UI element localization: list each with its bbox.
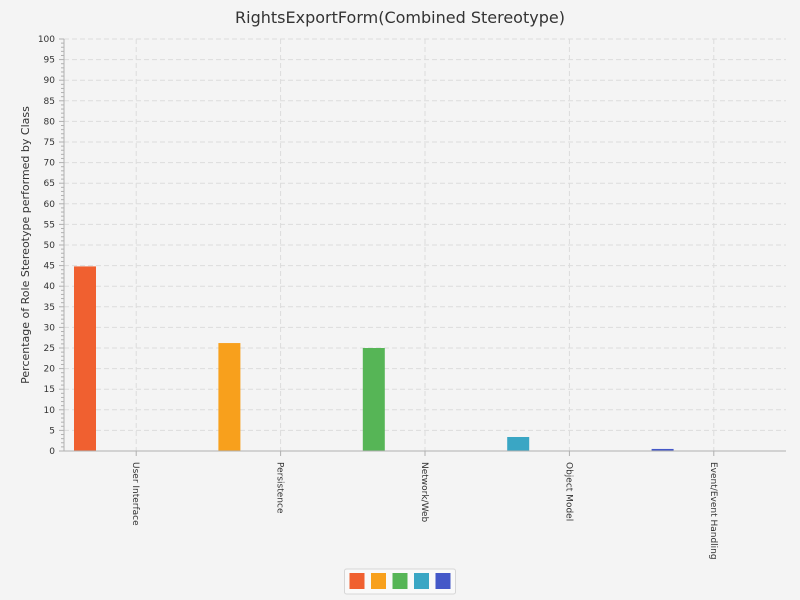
y-tick-label: 50 [44, 241, 56, 251]
gridlines [64, 38, 786, 452]
y-tick-label: 70 [44, 159, 56, 169]
y-tick-label: 20 [44, 365, 56, 375]
y-tick-label: 15 [44, 385, 55, 395]
y-tick-label: 40 [44, 282, 56, 292]
y-axis-ticks: 0 5 10 15 20 25 30 35 40 45 50 55 60 65 70 75 80 85 90 95 10… [38, 35, 64, 457]
bar [651, 448, 674, 451]
y-tick-label: 60 [44, 200, 56, 210]
bar [218, 343, 241, 451]
legend-swatch [371, 573, 386, 589]
bar [74, 266, 96, 451]
bars [74, 266, 674, 451]
chart-title: RightsExportForm(Combined Stereotype) [235, 8, 565, 27]
y-tick-label: 85 [44, 97, 55, 107]
y-tick-label: 55 [44, 220, 55, 230]
y-tick-label: 75 [44, 138, 55, 148]
y-tick-label: 100 [38, 35, 55, 45]
legend-swatch [414, 573, 429, 589]
y-tick-label: 90 [44, 76, 56, 86]
x-axis-ticks: User Interface Persistence Network/Web Obje… [130, 451, 718, 560]
bar [362, 348, 385, 451]
y-tick-label: 5 [49, 426, 55, 436]
y-tick-label: 45 [44, 262, 55, 272]
y-tick-label: 35 [44, 303, 55, 313]
y-tick-label: 10 [44, 406, 56, 416]
bar [507, 436, 530, 451]
y-tick-label: 65 [44, 179, 55, 189]
x-tick-label: Object Model [563, 462, 573, 521]
x-tick-label: Network/Web [419, 462, 429, 523]
legend-swatch [392, 573, 408, 589]
y-tick-label: 80 [44, 117, 56, 127]
legend-swatch [435, 573, 451, 589]
y-tick-label: 95 [44, 56, 55, 66]
y-tick-label: 30 [44, 323, 56, 333]
x-tick-label: Event/Event Handling [708, 462, 718, 560]
y-tick-label: 25 [44, 344, 55, 354]
legend [344, 568, 456, 595]
x-tick-label: User Interface [130, 462, 140, 526]
x-tick-label: Persistence [275, 462, 285, 514]
y-tick-label: 0 [49, 447, 55, 457]
legend-swatch [349, 573, 365, 589]
y-axis-label: Percentage of Role Stereotype performed … [19, 106, 32, 384]
